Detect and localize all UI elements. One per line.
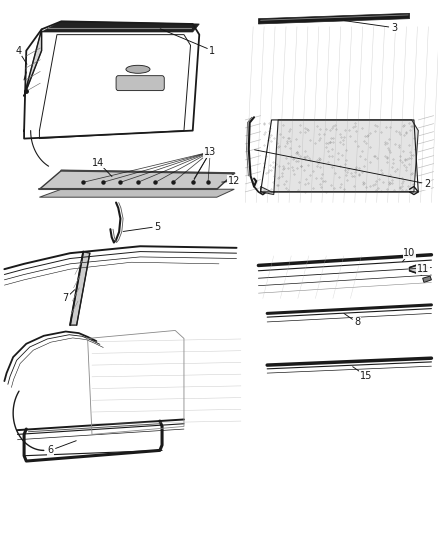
Text: 10: 10	[403, 248, 416, 258]
Polygon shape	[258, 13, 410, 24]
Text: 2: 2	[424, 179, 430, 189]
Polygon shape	[39, 171, 234, 189]
Polygon shape	[423, 276, 431, 282]
Polygon shape	[261, 120, 418, 195]
Text: 5: 5	[155, 222, 161, 231]
Text: 3: 3	[391, 23, 397, 33]
Text: 15: 15	[360, 371, 372, 381]
Text: 7: 7	[63, 294, 69, 303]
Text: 1: 1	[209, 46, 215, 55]
Polygon shape	[70, 252, 90, 325]
Polygon shape	[410, 264, 427, 273]
Text: 4: 4	[15, 46, 21, 55]
Text: 14: 14	[92, 158, 105, 167]
Text: 6: 6	[47, 446, 53, 455]
Text: 11: 11	[417, 264, 429, 274]
Text: 12: 12	[228, 176, 240, 186]
Ellipse shape	[126, 66, 150, 74]
Text: 13: 13	[204, 147, 216, 157]
Polygon shape	[24, 29, 42, 96]
Polygon shape	[42, 21, 199, 32]
FancyBboxPatch shape	[116, 76, 164, 91]
Text: 8: 8	[354, 318, 360, 327]
Polygon shape	[39, 189, 234, 197]
